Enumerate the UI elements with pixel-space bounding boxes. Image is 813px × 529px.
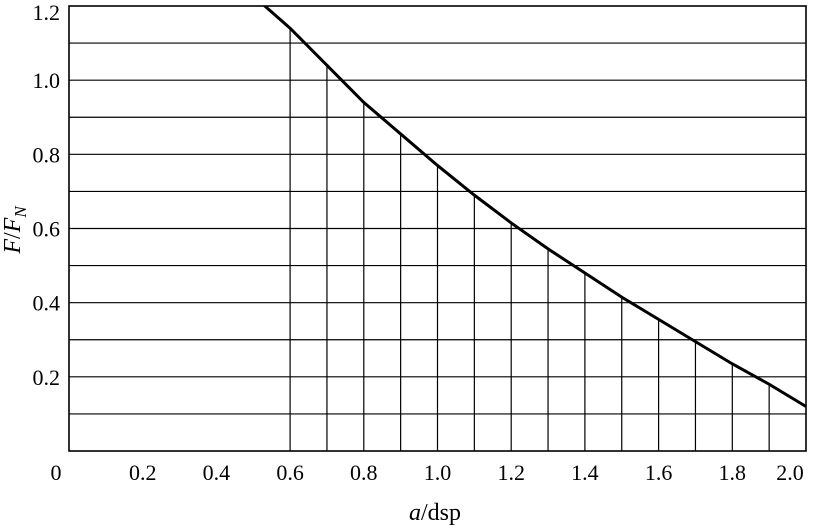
y-tick-label: 1.2 [33, 0, 61, 25]
plot-frame [68, 5, 807, 452]
y-tick-label: 1.0 [33, 68, 61, 93]
x-tick-labels: 0 0.2 0.4 0.6 0.8 1.0 1.2 1.4 1.6 1.8 2.0 [51, 460, 804, 485]
curve-layer [262, 6, 806, 408]
y-axis-label: F/FN [0, 205, 30, 255]
x-tick-label: 1.4 [571, 460, 599, 485]
x-tick-label: 1.0 [424, 460, 452, 485]
x-tick-label: 1.2 [497, 460, 525, 485]
y-tick-label: 0.6 [33, 217, 61, 242]
x-tick-label: 1.8 [719, 460, 747, 485]
y-tick-label: 0.2 [33, 365, 61, 390]
x-tick-label: 0.6 [276, 460, 304, 485]
x-tick-label: 0 [51, 460, 62, 485]
x-tick-label: 0.2 [129, 460, 157, 485]
grid-layer [69, 28, 806, 451]
y-tick-labels: 0.2 0.4 0.6 0.8 1.0 1.2 [33, 0, 61, 390]
y-tick-label: 0.8 [33, 142, 61, 167]
series-line [262, 6, 806, 408]
y-tick-label: 0.4 [33, 291, 61, 316]
x-tick-label: 1.6 [645, 460, 673, 485]
x-tick-label: 0.4 [203, 460, 231, 485]
x-tick-label: 0.8 [350, 460, 378, 485]
x-axis-label: a/dsp [409, 500, 461, 526]
x-tick-label: 2.0 [776, 460, 804, 485]
